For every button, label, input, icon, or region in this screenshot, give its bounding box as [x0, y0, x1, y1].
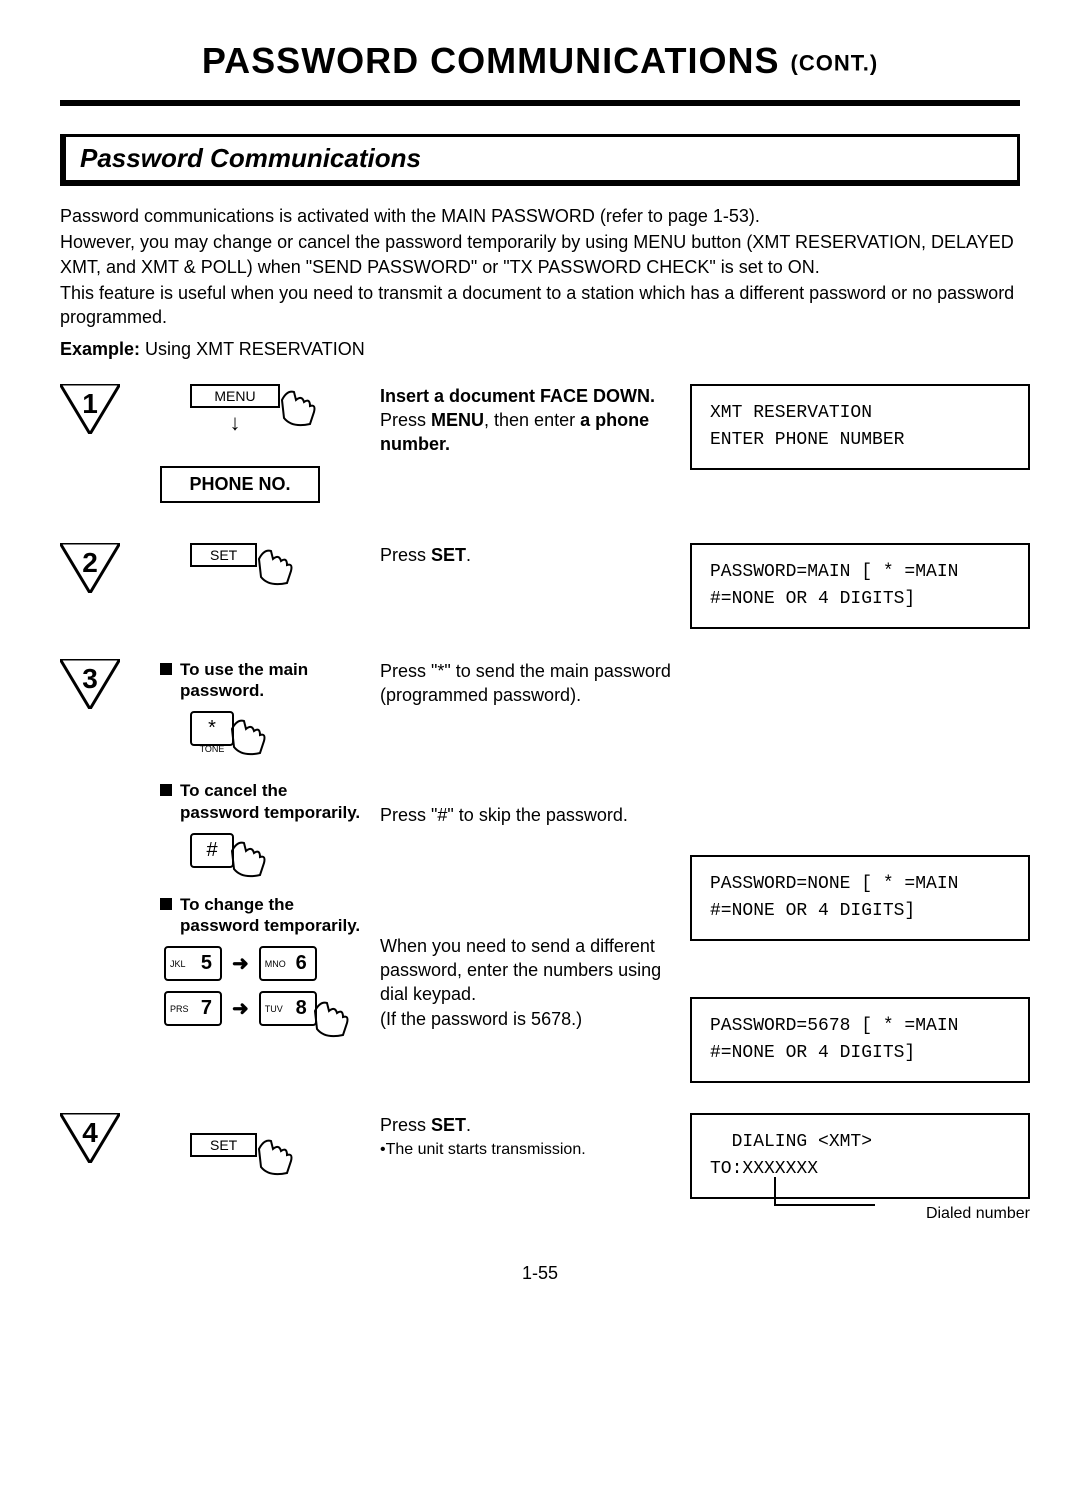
key-7[interactable]: PRS7 — [164, 991, 222, 1026]
step2-instructions: Press SET. — [380, 543, 680, 567]
menu-button[interactable]: MENU — [190, 384, 280, 408]
right-arrow-icon: ➜ — [232, 951, 249, 976]
step-number-3: 3 — [60, 659, 120, 709]
right-arrow-icon: ➜ — [232, 996, 249, 1021]
example-text: Using XMT RESERVATION — [140, 339, 365, 359]
intro-example: Example: Using XMT RESERVATION — [60, 337, 1020, 361]
step-1: 1 MENU ↓ PHONE NO. Insert a document FAC… — [60, 384, 1020, 503]
lcd-display-2: PASSWORD=MAIN [ * =MAIN #=NONE OR 4 DIGI… — [690, 543, 1030, 629]
set-button[interactable]: SET — [190, 1133, 257, 1157]
hand-press-icon — [222, 831, 272, 881]
lcd-display-3b: PASSWORD=NONE [ * =MAIN #=NONE OR 4 DIGI… — [690, 855, 1030, 941]
title-main: PASSWORD COMMUNICATIONS — [202, 40, 780, 81]
intro-p1: Password communications is activated wit… — [60, 204, 1020, 228]
step-number-4: 4 — [60, 1113, 120, 1163]
key-5[interactable]: JKL5 — [164, 946, 222, 981]
hand-press-icon — [305, 991, 355, 1041]
example-label: Example: — [60, 339, 140, 359]
step3b-label: To cancel the password temporarily. — [160, 780, 370, 823]
bullet-square-icon — [160, 898, 172, 910]
step1-instructions: Insert a document FACE DOWN. Press MENU,… — [380, 384, 680, 457]
step-4: 4 SET Press SET. •The unit starts transm… — [60, 1113, 1020, 1223]
bullet-square-icon — [160, 784, 172, 796]
hand-press-icon — [249, 539, 299, 589]
step3b-instr: Press "#" to skip the password. — [380, 803, 680, 827]
hand-press-icon — [249, 1129, 299, 1179]
page-title: PASSWORD COMMUNICATIONS (CONT.) — [60, 40, 1020, 82]
step-number-2: 2 — [60, 543, 120, 593]
hand-press-icon — [272, 380, 322, 430]
step-3: 3 To use the main password. * TONE To ca… — [60, 659, 1020, 1083]
hand-press-icon — [222, 709, 272, 759]
intro-block: Password communications is activated wit… — [60, 204, 1020, 362]
title-cont: (CONT.) — [791, 50, 879, 75]
step3a-instr: Press "*" to send the main password (pro… — [380, 659, 680, 708]
phone-no-button[interactable]: PHONE NO. — [160, 466, 320, 503]
set-button[interactable]: SET — [190, 543, 257, 567]
step-number-1: 1 — [60, 384, 120, 434]
divider — [60, 100, 1020, 106]
step-2: 2 SET Press SET. PASSWORD=MAIN [ * =MAIN… — [60, 543, 1020, 629]
page-number: 1-55 — [60, 1263, 1020, 1284]
bullet-square-icon — [160, 663, 172, 675]
lcd-display-3c: PASSWORD=5678 [ * =MAIN #=NONE OR 4 DIGI… — [690, 997, 1030, 1083]
step4-instructions: Press SET. •The unit starts transmission… — [380, 1113, 680, 1161]
intro-p3: This feature is useful when you need to … — [60, 281, 1020, 330]
key-6[interactable]: MNO6 — [259, 946, 317, 981]
step3c-instr: When you need to send a different passwo… — [380, 934, 680, 1031]
dialed-number-note: Dialed number — [690, 1205, 1030, 1223]
step3c-label: To change the password temporarily. — [160, 894, 370, 937]
step4-bullet: •The unit starts transmission. — [380, 1139, 680, 1161]
down-arrow-icon: ↓ — [190, 410, 280, 436]
lcd-display-1: XMT RESERVATION ENTER PHONE NUMBER — [690, 384, 1030, 470]
intro-p2: However, you may change or cancel the pa… — [60, 230, 1020, 279]
section-header: Password Communications — [60, 134, 1020, 186]
step3a-label: To use the main password. — [160, 659, 370, 702]
